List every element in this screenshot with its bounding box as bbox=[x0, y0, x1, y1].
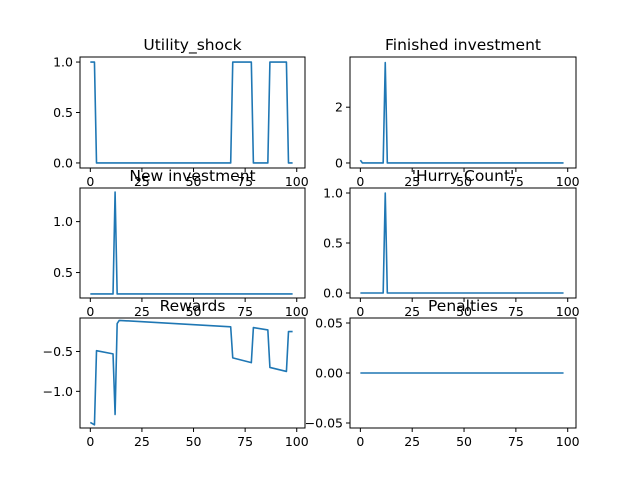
subplot-title: Penalties bbox=[428, 297, 498, 315]
y-tick-label: 0 bbox=[335, 155, 343, 170]
series-line bbox=[359, 61, 564, 164]
x-tick-label: 75 bbox=[508, 434, 524, 449]
x-tick-label: 100 bbox=[556, 304, 580, 319]
x-tick-label: 75 bbox=[237, 304, 253, 319]
subplot-title: 'Hurry Count' bbox=[412, 167, 515, 185]
x-tick-label: 25 bbox=[404, 304, 420, 319]
subplot-2: 0 25 50 75 100 0 2 bbox=[335, 56, 580, 189]
x-tick-label: 0 bbox=[86, 434, 94, 449]
x-tick-label: 0 bbox=[356, 304, 364, 319]
y-tick-label: 1.0 bbox=[53, 214, 73, 229]
x-tick-label: 25 bbox=[404, 434, 420, 449]
x-tick-label: 75 bbox=[237, 174, 253, 189]
y-tick-label: 0.05 bbox=[315, 316, 343, 331]
y-tick-label: 1.0 bbox=[323, 186, 343, 201]
subplot-title: Utility_shock bbox=[143, 36, 241, 55]
y-tick-label: 0.5 bbox=[53, 265, 73, 280]
x-tick-label: 25 bbox=[404, 174, 420, 189]
subplot-3: 0 25 50 75 100 0.5 1.0 bbox=[53, 187, 309, 319]
x-tick-label: 25 bbox=[134, 434, 150, 449]
subplot-title: Rewards bbox=[160, 297, 226, 315]
subplot-title: Finished investment bbox=[385, 36, 541, 54]
x-tick-label: 50 bbox=[186, 304, 202, 319]
x-tick-label: 100 bbox=[285, 174, 309, 189]
y-tick-label: 1.0 bbox=[53, 55, 73, 70]
x-tick-label: 100 bbox=[285, 434, 309, 449]
y-tick-label: 2 bbox=[335, 100, 343, 115]
x-tick-label: 75 bbox=[508, 304, 524, 319]
axes-frame bbox=[349, 56, 577, 169]
x-tick-label: 50 bbox=[186, 434, 202, 449]
x-tick-label: 0 bbox=[86, 304, 94, 319]
y-tick-label: −1.0 bbox=[43, 384, 73, 399]
x-tick-label: 75 bbox=[508, 174, 524, 189]
y-tick-label: −0.05 bbox=[305, 416, 343, 431]
x-tick-label: 25 bbox=[134, 174, 150, 189]
x-tick-label: 100 bbox=[556, 174, 580, 189]
y-tick-label: 0.5 bbox=[53, 105, 73, 120]
x-tick-label: 50 bbox=[186, 174, 202, 189]
x-tick-label: 100 bbox=[285, 304, 309, 319]
axes-frame bbox=[79, 56, 306, 169]
x-tick-label: 0 bbox=[356, 174, 364, 189]
axes-frame bbox=[79, 187, 306, 299]
y-tick-label: 0.0 bbox=[53, 155, 73, 170]
x-tick-label: 0 bbox=[86, 174, 94, 189]
series-line bbox=[90, 61, 293, 164]
y-tick-label: −0.5 bbox=[43, 344, 73, 359]
x-tick-label: 25 bbox=[134, 304, 150, 319]
x-tick-label: 50 bbox=[456, 434, 472, 449]
y-tick-label: 0.0 bbox=[323, 286, 343, 301]
series-line bbox=[360, 192, 564, 294]
subplot-1: 0 25 50 75 100 0.0 0.5 1.0 bbox=[53, 55, 309, 189]
subplot-4: 0 25 50 75 100 0.0 0.5 1.0 bbox=[323, 186, 580, 320]
x-tick-label: 50 bbox=[456, 304, 472, 319]
subplot-6: 0 25 50 75 100 −0.05 0.00 0.05 bbox=[305, 316, 580, 450]
subplot-title: New investment bbox=[129, 167, 255, 185]
series-line bbox=[90, 191, 293, 295]
series-line bbox=[89, 319, 293, 426]
x-tick-label: 75 bbox=[237, 434, 253, 449]
y-tick-label: 0.5 bbox=[323, 236, 343, 251]
y-tick-label: 0.00 bbox=[315, 366, 343, 381]
subplot-5: 0 25 50 75 100 −1.0 −0.5 bbox=[43, 317, 309, 449]
x-tick-label: 50 bbox=[456, 174, 472, 189]
axes-frame bbox=[79, 317, 306, 429]
x-tick-label: 100 bbox=[556, 434, 580, 449]
x-tick-label: 0 bbox=[356, 434, 364, 449]
